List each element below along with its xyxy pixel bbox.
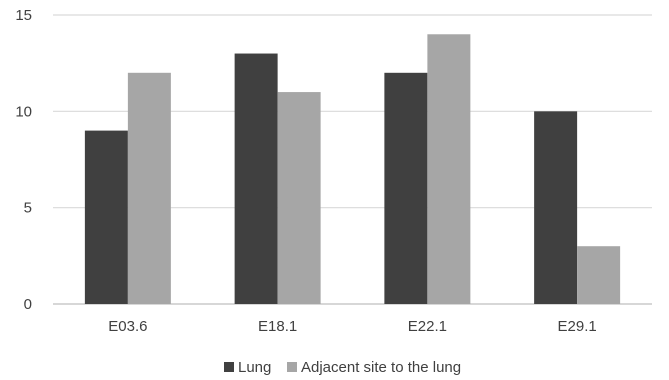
bar-adjacent-E18.1 [277, 92, 321, 304]
x-tick-label: E29.1 [558, 318, 597, 335]
y-tick-label: 10 [15, 103, 32, 120]
x-axis-ticks: E03.6 E18.1 E22.1 E29.1 [108, 318, 596, 335]
x-tick-label: E22.1 [408, 318, 447, 335]
y-tick-label: 5 [24, 200, 32, 217]
bar-lung-E29.1 [534, 111, 578, 304]
bar-lung-E22.1 [384, 72, 428, 304]
bar-adjacent-E03.6 [127, 72, 171, 304]
legend-swatch-lung [224, 362, 234, 372]
bar-adjacent-E22.1 [427, 34, 471, 305]
legend-swatch-adjacent [287, 362, 297, 372]
legend-label-lung: Lung [238, 359, 271, 376]
bar-lung-E03.6 [84, 130, 128, 304]
x-tick-label: E18.1 [258, 318, 297, 335]
bar-adjacent-E29.1 [577, 246, 621, 304]
legend-label-adjacent: Adjacent site to the lung [301, 359, 461, 376]
legend: Lung Adjacent site to the lung [224, 359, 461, 376]
y-tick-label: 15 [15, 7, 32, 24]
x-tick-label: E03.6 [108, 318, 147, 335]
y-axis-ticks: 0 5 10 15 [15, 7, 32, 313]
y-tick-label: 0 [24, 296, 32, 313]
bar-lung-E18.1 [234, 53, 278, 305]
bars [84, 34, 621, 305]
